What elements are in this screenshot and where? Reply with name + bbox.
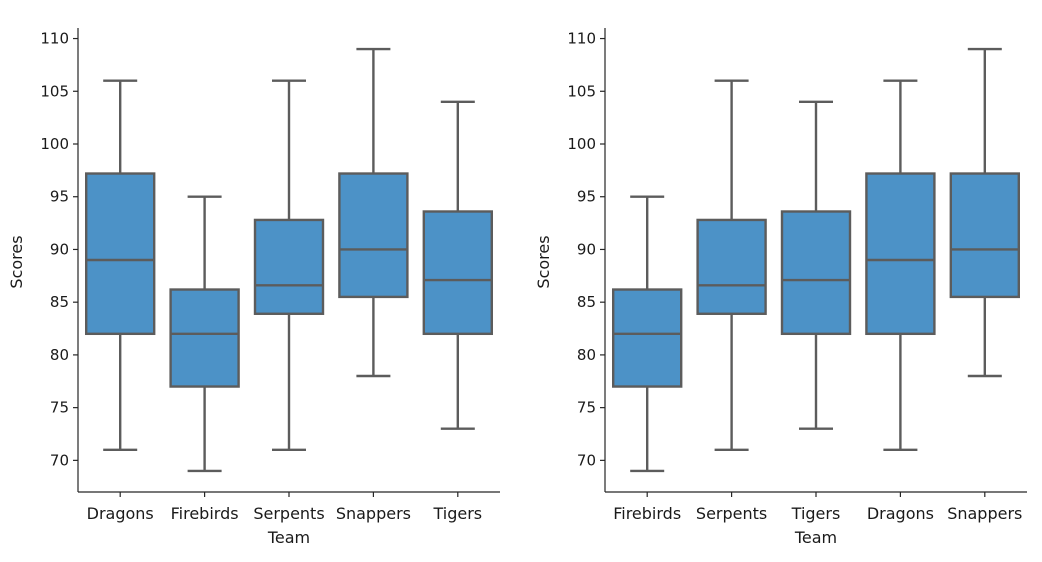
y-tick-label: 70	[577, 451, 596, 469]
boxplot-panel-left: 70 75 80 85 90 95 100 105 110 Dragons Firebirds Ser…	[7, 28, 500, 547]
y-tick-label: 105	[567, 82, 596, 100]
x-tick-label: Dragons	[87, 504, 154, 523]
y-tick-label: 110	[40, 30, 69, 48]
iqr-box	[865, 172, 936, 336]
iqr-box	[949, 172, 1020, 299]
x-tick-label: Snappers	[336, 504, 411, 523]
box-dragons	[865, 79, 936, 452]
y-tick-label: 95	[577, 188, 596, 206]
y-tick-label: 105	[40, 82, 69, 100]
box-tigers	[422, 100, 493, 430]
y-tick-label: 110	[567, 30, 596, 48]
iqr-box	[612, 288, 683, 388]
y-tick-label: 85	[577, 293, 596, 311]
x-tick-label: Firebirds	[171, 504, 239, 523]
x-tick-label: Serpents	[696, 504, 767, 523]
iqr-box	[253, 218, 325, 315]
box-firebirds	[169, 195, 240, 473]
box-serpents	[253, 79, 325, 452]
iqr-box	[780, 210, 852, 336]
box-serpents	[696, 79, 767, 452]
iqr-box	[696, 218, 767, 315]
x-tick-label: Tigers	[791, 504, 841, 523]
x-tick-label: Snappers	[947, 504, 1022, 523]
y-tick-label: 85	[50, 293, 69, 311]
x-tick-label: Firebirds	[613, 504, 681, 523]
x-tick-label: Tigers	[432, 504, 482, 523]
y-tick-label: 100	[567, 135, 596, 153]
y-tick-label: 90	[50, 240, 69, 258]
y-tick-label: 100	[40, 135, 69, 153]
boxplot-panel-right: 70 75 80 85 90 95 100 105 110 Firebirds Serpents Ti…	[534, 28, 1027, 547]
y-tick-label: 80	[577, 346, 596, 364]
x-tick-label: Serpents	[253, 504, 324, 523]
iqr-box	[169, 288, 240, 388]
y-axis-title: Scores	[534, 235, 553, 288]
y-tick-label: 75	[50, 399, 69, 417]
iqr-box	[422, 210, 493, 336]
y-tick-label: 90	[577, 240, 596, 258]
x-axis-title: Team	[794, 528, 837, 547]
y-tick-label: 75	[577, 399, 596, 417]
y-tick-label: 70	[50, 451, 69, 469]
x-tick-label: Dragons	[867, 504, 934, 523]
box-snappers	[949, 47, 1020, 378]
box-snappers	[338, 47, 409, 378]
y-tick-label: 80	[50, 346, 69, 364]
iqr-box	[84, 172, 156, 336]
box-firebirds	[612, 195, 683, 473]
iqr-box	[338, 172, 409, 299]
y-axis-title: Scores	[7, 235, 26, 288]
y-tick-label: 95	[50, 188, 69, 206]
x-axis-title: Team	[267, 528, 310, 547]
box-dragons	[84, 79, 156, 452]
box-tigers	[780, 100, 852, 430]
